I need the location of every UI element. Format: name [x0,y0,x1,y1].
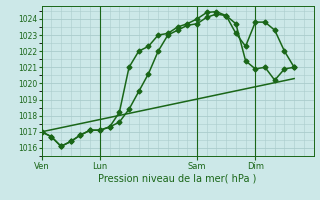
X-axis label: Pression niveau de la mer( hPa ): Pression niveau de la mer( hPa ) [99,173,257,183]
